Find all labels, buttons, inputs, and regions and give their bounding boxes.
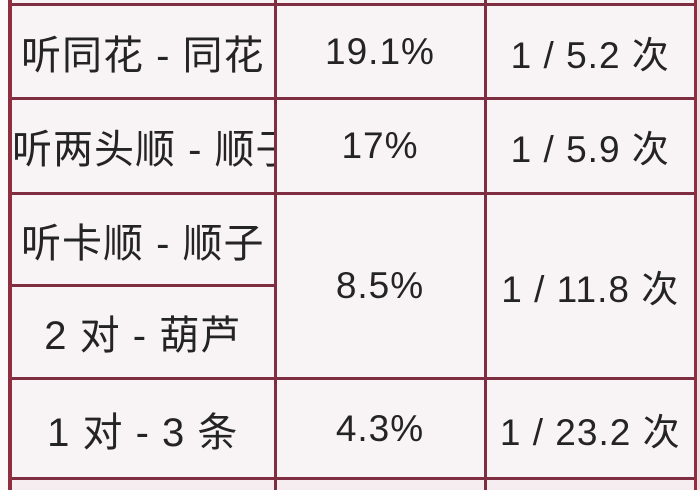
frequency-cell: 1 / 5.2 次 [483,3,698,100]
odds-table: 听同花 - 同花 19.1% 1 / 5.2 次 听两头顺 - 顺子 17% 1… [8,0,698,490]
draw-cell: 听卡顺 - 顺子 [8,192,277,287]
draw-cell: 听同花 - 同花 [8,3,277,100]
draw-cell: 1 对 - 3 条 [8,377,277,480]
partial-row-top [8,0,698,6]
probability-cell-merged: 8.5% [273,192,487,380]
probability-cell: 4.3% [273,377,487,480]
probability-cell: 17% [273,97,487,195]
partial-cell [483,0,698,6]
probability-cell: 19.1% [273,3,487,100]
table-row-flush-draw: 听同花 - 同花 19.1% 1 / 5.2 次 [8,3,698,100]
table-row-two-pair: 2 对 - 葫芦 [8,284,696,380]
frequency-cell-merged: 1 / 11.8 次 [483,192,698,380]
frequency-cell: 1 / 5.9 次 [483,97,698,195]
partial-cell [273,477,487,490]
background-strip [697,0,700,490]
partial-cell [483,477,698,490]
partial-cell [8,477,277,490]
table-row-one-pair: 1 对 - 3 条 4.3% 1 / 23.2 次 [8,377,698,480]
frequency-cell: 1 / 23.2 次 [483,377,698,480]
partial-row-bottom [8,477,698,490]
table-row-gutshot-draw: 听卡顺 - 顺子 8.5% 1 / 11.8 次 [8,192,698,380]
draw-cell: 听两头顺 - 顺子 [8,97,277,195]
table-row-open-ended-draw: 听两头顺 - 顺子 17% 1 / 5.9 次 [8,97,698,195]
partial-cell [8,0,277,6]
partial-cell [273,0,487,6]
draw-cell: 2 对 - 葫芦 [8,284,277,380]
